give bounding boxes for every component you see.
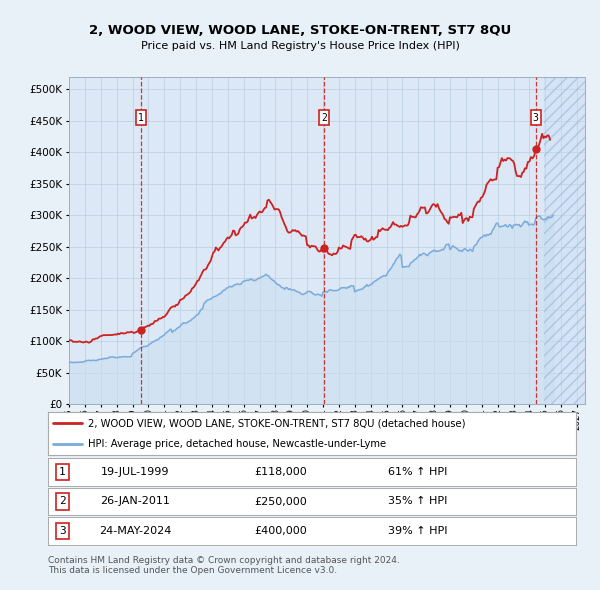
Text: 35% ↑ HPI: 35% ↑ HPI	[388, 497, 447, 506]
Text: 1: 1	[59, 467, 65, 477]
Text: 2, WOOD VIEW, WOOD LANE, STOKE-ON-TRENT, ST7 8QU (detached house): 2, WOOD VIEW, WOOD LANE, STOKE-ON-TRENT,…	[88, 418, 465, 428]
Text: HPI: Average price, detached house, Newcastle-under-Lyme: HPI: Average price, detached house, Newc…	[88, 439, 386, 449]
Text: 3: 3	[59, 526, 65, 536]
Text: 1: 1	[138, 113, 144, 123]
Text: £400,000: £400,000	[254, 526, 307, 536]
Text: 26-JAN-2011: 26-JAN-2011	[100, 497, 170, 506]
Text: Price paid vs. HM Land Registry's House Price Index (HPI): Price paid vs. HM Land Registry's House …	[140, 41, 460, 51]
Text: 19-JUL-1999: 19-JUL-1999	[101, 467, 169, 477]
Text: 61% ↑ HPI: 61% ↑ HPI	[388, 467, 447, 477]
Text: 2: 2	[59, 497, 65, 506]
Text: Contains HM Land Registry data © Crown copyright and database right 2024.: Contains HM Land Registry data © Crown c…	[48, 556, 400, 565]
Text: 3: 3	[533, 113, 539, 123]
Text: 2, WOOD VIEW, WOOD LANE, STOKE-ON-TRENT, ST7 8QU: 2, WOOD VIEW, WOOD LANE, STOKE-ON-TRENT,…	[89, 24, 511, 37]
Text: £250,000: £250,000	[254, 497, 307, 506]
Text: 39% ↑ HPI: 39% ↑ HPI	[388, 526, 448, 536]
Text: 24-MAY-2024: 24-MAY-2024	[99, 526, 172, 536]
Text: £118,000: £118,000	[254, 467, 307, 477]
Bar	[544, 77, 585, 404]
Text: This data is licensed under the Open Government Licence v3.0.: This data is licensed under the Open Gov…	[48, 566, 337, 575]
Bar	[544, 77, 585, 404]
Text: 2: 2	[321, 113, 327, 123]
